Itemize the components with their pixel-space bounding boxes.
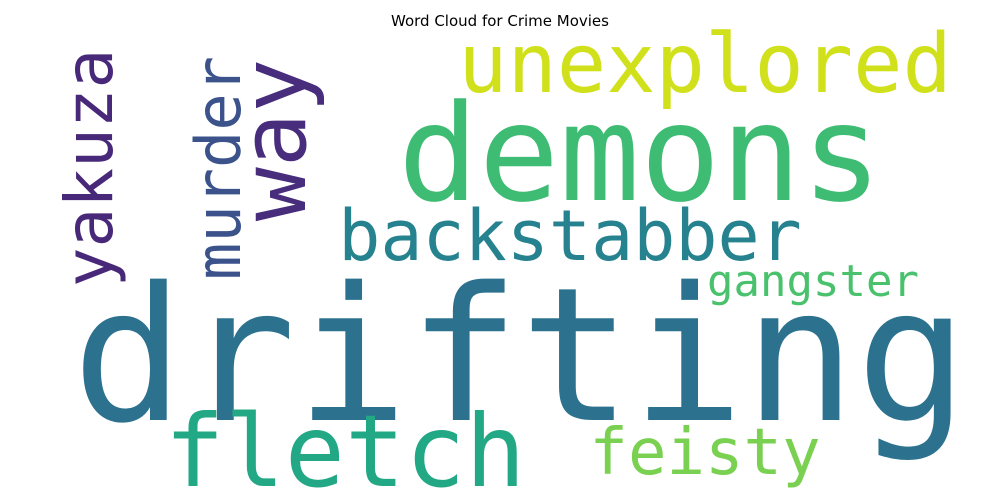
chart-title: Word Cloud for Crime Movies (391, 12, 609, 30)
word-way: way (222, 59, 327, 222)
word-backstabber: backstabber (338, 195, 802, 277)
word-feisty: feisty (589, 416, 820, 490)
word-demons: demons (398, 76, 882, 232)
word-murder: murder (182, 56, 255, 280)
word-unexplored: unexplored (458, 17, 952, 112)
word-fletch: fletch (164, 393, 525, 500)
word-drifting: drifting (72, 247, 968, 464)
word-gangster: gangster (707, 256, 919, 307)
word-yakuza: yakuza (51, 49, 128, 287)
